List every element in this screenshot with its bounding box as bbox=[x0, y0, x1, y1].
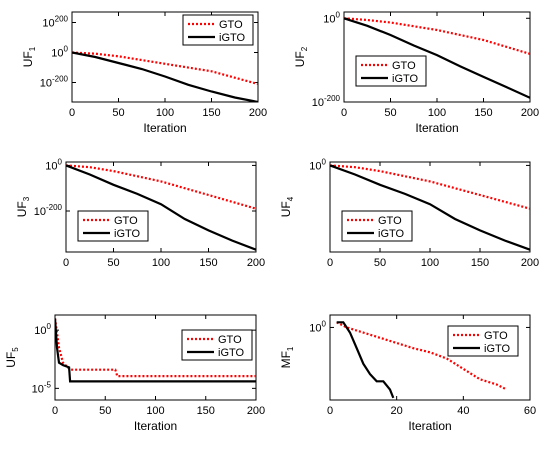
y-axis-label: UF3 bbox=[15, 196, 31, 217]
legend-label-gto: GTO bbox=[392, 60, 416, 72]
y-tick-label: 10-200 bbox=[34, 203, 63, 218]
y-axis-label: MF1 bbox=[279, 346, 295, 368]
legend-label-igto: iGTO bbox=[378, 228, 405, 240]
x-tick-label: 200 bbox=[521, 257, 539, 269]
y-tick-label: 100 bbox=[323, 10, 340, 25]
series-line-igto bbox=[344, 17, 530, 99]
y-axis-label: UF4 bbox=[279, 196, 295, 217]
series-line-igto bbox=[336, 321, 395, 399]
x-tick-label: 100 bbox=[428, 107, 446, 119]
y-tick-label: 100 bbox=[45, 157, 62, 172]
y-tick-label: 100 bbox=[309, 319, 326, 334]
legend-label-igto: iGTO bbox=[218, 347, 245, 359]
y-tick-label: 10-200 bbox=[312, 94, 341, 109]
legend-box bbox=[447, 325, 519, 357]
legend-label-igto: iGTO bbox=[484, 343, 511, 355]
series-line-igto bbox=[330, 164, 530, 251]
x-tick-label: 200 bbox=[247, 257, 265, 269]
series-line-gto bbox=[330, 164, 530, 210]
x-tick-label: 200 bbox=[249, 107, 267, 119]
series-line-igto bbox=[55, 318, 256, 383]
y-axis-label: UF1 bbox=[21, 46, 37, 67]
x-tick-label: 40 bbox=[457, 405, 469, 417]
series-line-gto bbox=[336, 321, 508, 391]
legend-label-gto: GTO bbox=[378, 215, 402, 227]
y-tick-label: 10-5 bbox=[32, 380, 52, 395]
x-axis-label: Iteration bbox=[408, 419, 451, 433]
x-tick-label: 0 bbox=[52, 405, 58, 417]
x-tick-label: 0 bbox=[327, 257, 333, 269]
x-tick-label: 150 bbox=[474, 107, 492, 119]
x-tick-label: 0 bbox=[341, 107, 347, 119]
x-tick-label: 100 bbox=[152, 257, 170, 269]
y-tick-label: 100 bbox=[34, 322, 51, 337]
x-tick-label: 200 bbox=[521, 107, 539, 119]
x-axis-label: Iteration bbox=[415, 121, 458, 135]
plot-area bbox=[336, 321, 508, 399]
x-tick-label: 50 bbox=[112, 107, 124, 119]
x-tick-label: 150 bbox=[199, 257, 217, 269]
legend-box bbox=[341, 210, 413, 242]
series-line-gto bbox=[344, 17, 530, 55]
legend-label-igto: iGTO bbox=[114, 228, 141, 240]
plot-area bbox=[72, 51, 258, 102]
x-tick-label: 100 bbox=[421, 257, 439, 269]
y-tick-label: 10200 bbox=[42, 15, 68, 30]
x-tick-label: 200 bbox=[247, 405, 265, 417]
x-tick-label: 20 bbox=[391, 405, 403, 417]
x-tick-label: 0 bbox=[69, 107, 75, 119]
legend-box bbox=[181, 329, 253, 361]
axes-frame bbox=[329, 314, 531, 401]
x-tick-label: 0 bbox=[327, 405, 333, 417]
series-line-igto bbox=[72, 51, 258, 102]
legend-label-gto: GTO bbox=[218, 334, 242, 346]
x-tick-label: 50 bbox=[374, 257, 386, 269]
x-tick-label: 150 bbox=[202, 107, 220, 119]
x-axis-label: Iteration bbox=[134, 419, 177, 433]
x-tick-label: 60 bbox=[524, 405, 536, 417]
y-tick-label: 10-200 bbox=[40, 75, 69, 90]
legend-label-igto: iGTO bbox=[392, 73, 419, 85]
series-line-gto bbox=[66, 164, 256, 210]
y-axis-label: UF2 bbox=[293, 46, 309, 67]
x-axis-label: Iteration bbox=[143, 121, 186, 135]
plot-area bbox=[66, 164, 256, 251]
series-line-igto bbox=[66, 164, 256, 251]
y-tick-label: 100 bbox=[309, 157, 326, 172]
x-tick-label: 100 bbox=[156, 107, 174, 119]
x-tick-label: 50 bbox=[99, 405, 111, 417]
legend-box bbox=[355, 55, 427, 87]
legend-box bbox=[77, 210, 149, 242]
plot-area bbox=[344, 17, 530, 99]
legend-label-gto: GTO bbox=[484, 330, 508, 342]
x-tick-label: 100 bbox=[146, 405, 164, 417]
y-tick-label: 100 bbox=[51, 45, 68, 60]
plot-area bbox=[55, 318, 256, 383]
legend-label-igto: iGTO bbox=[219, 32, 246, 44]
chart-uf1: 0 50 100 150 200 10200 100 10-200 Iteration UF1 GT… bbox=[21, 11, 267, 135]
x-tick-label: 50 bbox=[384, 107, 396, 119]
y-axis-label: UF5 bbox=[4, 347, 20, 368]
x-tick-label: 0 bbox=[63, 257, 69, 269]
legend-label-gto: GTO bbox=[219, 19, 243, 31]
plot-area bbox=[330, 164, 530, 251]
x-tick-label: 150 bbox=[197, 405, 215, 417]
legend-box bbox=[182, 14, 254, 46]
x-tick-label: 50 bbox=[107, 257, 119, 269]
legend-label-gto: GTO bbox=[114, 215, 138, 227]
series-line-gto bbox=[72, 51, 258, 86]
x-tick-label: 150 bbox=[471, 257, 489, 269]
